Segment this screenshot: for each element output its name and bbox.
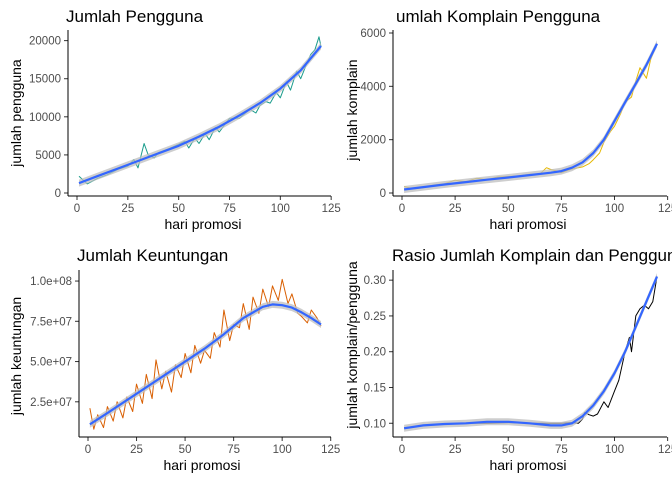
y-tick-label: 15000 (29, 74, 61, 86)
x-tick-label: 50 (179, 444, 192, 456)
x-tick-label: 50 (502, 444, 515, 456)
x-tick-labels: 0 25 50 75 100 125 (399, 196, 672, 215)
y-tick-label: 7.5e+07 (30, 316, 72, 328)
y-tick-label: 20000 (29, 36, 61, 48)
x-axis-label: hari promosi (489, 216, 566, 232)
smooth-ribbon (89, 300, 322, 428)
x-tick-label: 0 (399, 444, 405, 456)
x-axis-label: hari promosi (164, 216, 241, 232)
x-tick-label: 125 (321, 444, 340, 456)
x-tick-labels: 0 25 50 75 100 125 (85, 437, 340, 456)
y-tick-label: 0.30 (364, 275, 386, 287)
x-tick-label: 100 (273, 444, 292, 456)
y-axis-label: jumlah komplain/pengguna (344, 261, 360, 430)
x-tick-label: 50 (502, 203, 515, 215)
panel-jumlah-komplain: umlah Komplain Pengguna hari promosi jum… (344, 7, 672, 232)
raw-series-line (78, 36, 322, 185)
panel-jumlah-pengguna: Jumlah Pengguna hari promosi jumlah peng… (8, 7, 341, 232)
plot-area (403, 273, 659, 432)
x-tick-label: 0 (74, 203, 80, 215)
x-tick-label: 100 (605, 203, 624, 215)
smooth-line (403, 43, 658, 191)
x-axis-label: hari promosi (489, 457, 566, 473)
x-tick-label: 125 (322, 203, 341, 215)
panel-title: umlah Komplain Pengguna (396, 7, 601, 26)
y-tick-label: 0.15 (364, 382, 386, 394)
x-tick-label: 25 (449, 203, 462, 215)
x-tick-label: 100 (271, 203, 290, 215)
plot-area (403, 40, 658, 194)
x-tick-label: 25 (449, 444, 462, 456)
y-tick-label: 10000 (29, 112, 61, 124)
y-tick-label: 0.25 (364, 311, 386, 323)
x-tick-label: 25 (121, 203, 134, 215)
y-tick-label: 0 (55, 188, 61, 200)
smooth-ribbon (404, 273, 657, 432)
panel-jumlah-keuntungan: Jumlah Keuntungan hari promosi jumlah ke… (8, 246, 340, 473)
x-tick-label: 0 (399, 203, 405, 215)
y-axis-label: jumlah komplain (344, 59, 360, 161)
x-tick-labels: 0 25 50 75 100 125 (74, 196, 341, 215)
y-tick-labels: 2.5e+07 5.0e+07 7.5e+07 1.0e+08 (30, 276, 79, 409)
panel-rasio-komplain-pengguna: Rasio Jumlah Komplain dan Pengguna hari … (344, 246, 672, 473)
x-tick-label: 75 (555, 203, 568, 215)
x-tick-label: 0 (85, 444, 91, 456)
y-tick-label: 5000 (35, 150, 61, 162)
y-tick-label: 6000 (360, 28, 386, 40)
x-axis-label: hari promosi (163, 457, 240, 473)
smooth-line (78, 45, 322, 185)
panel-title: Rasio Jumlah Komplain dan Pengguna (392, 246, 672, 265)
x-tick-label: 100 (605, 444, 624, 456)
y-tick-labels: 0 5000 10000 15000 20000 (29, 36, 68, 200)
x-tick-label: 125 (658, 203, 672, 215)
x-tick-label: 125 (658, 444, 672, 456)
plot-area (89, 278, 322, 430)
y-tick-labels: 0 2000 4000 6000 (360, 28, 393, 200)
y-tick-labels: 0.10 0.15 0.20 0.25 0.30 (364, 275, 393, 430)
y-tick-label: 1.0e+08 (30, 276, 72, 288)
x-tick-label: 75 (227, 444, 240, 456)
y-axis-label: jumlah pengguna (8, 59, 24, 168)
y-tick-label: 4000 (360, 81, 386, 93)
y-tick-label: 0.10 (364, 418, 386, 430)
smooth-line (89, 303, 322, 426)
y-tick-label: 0 (380, 188, 386, 200)
plot-area (78, 36, 322, 187)
x-tick-label: 75 (555, 444, 568, 456)
panel-title: Jumlah Keuntungan (77, 246, 228, 265)
y-axis-label: jumlah keuntungan (8, 297, 24, 416)
smooth-ribbon (404, 40, 657, 194)
y-tick-label: 2.5e+07 (30, 397, 72, 409)
y-tick-label: 0.20 (364, 347, 386, 359)
y-tick-label: 2000 (360, 135, 386, 147)
x-tick-label: 25 (130, 444, 143, 456)
raw-series-line (404, 276, 658, 429)
smooth-ribbon (79, 42, 321, 187)
x-tick-label: 50 (172, 203, 185, 215)
panel-title: Jumlah Pengguna (66, 7, 204, 26)
smooth-line (403, 276, 659, 430)
x-tick-labels: 0 25 50 75 100 125 (399, 437, 672, 456)
y-tick-label: 5.0e+07 (30, 357, 72, 369)
raw-series-line (89, 278, 322, 430)
x-tick-label: 75 (223, 203, 236, 215)
